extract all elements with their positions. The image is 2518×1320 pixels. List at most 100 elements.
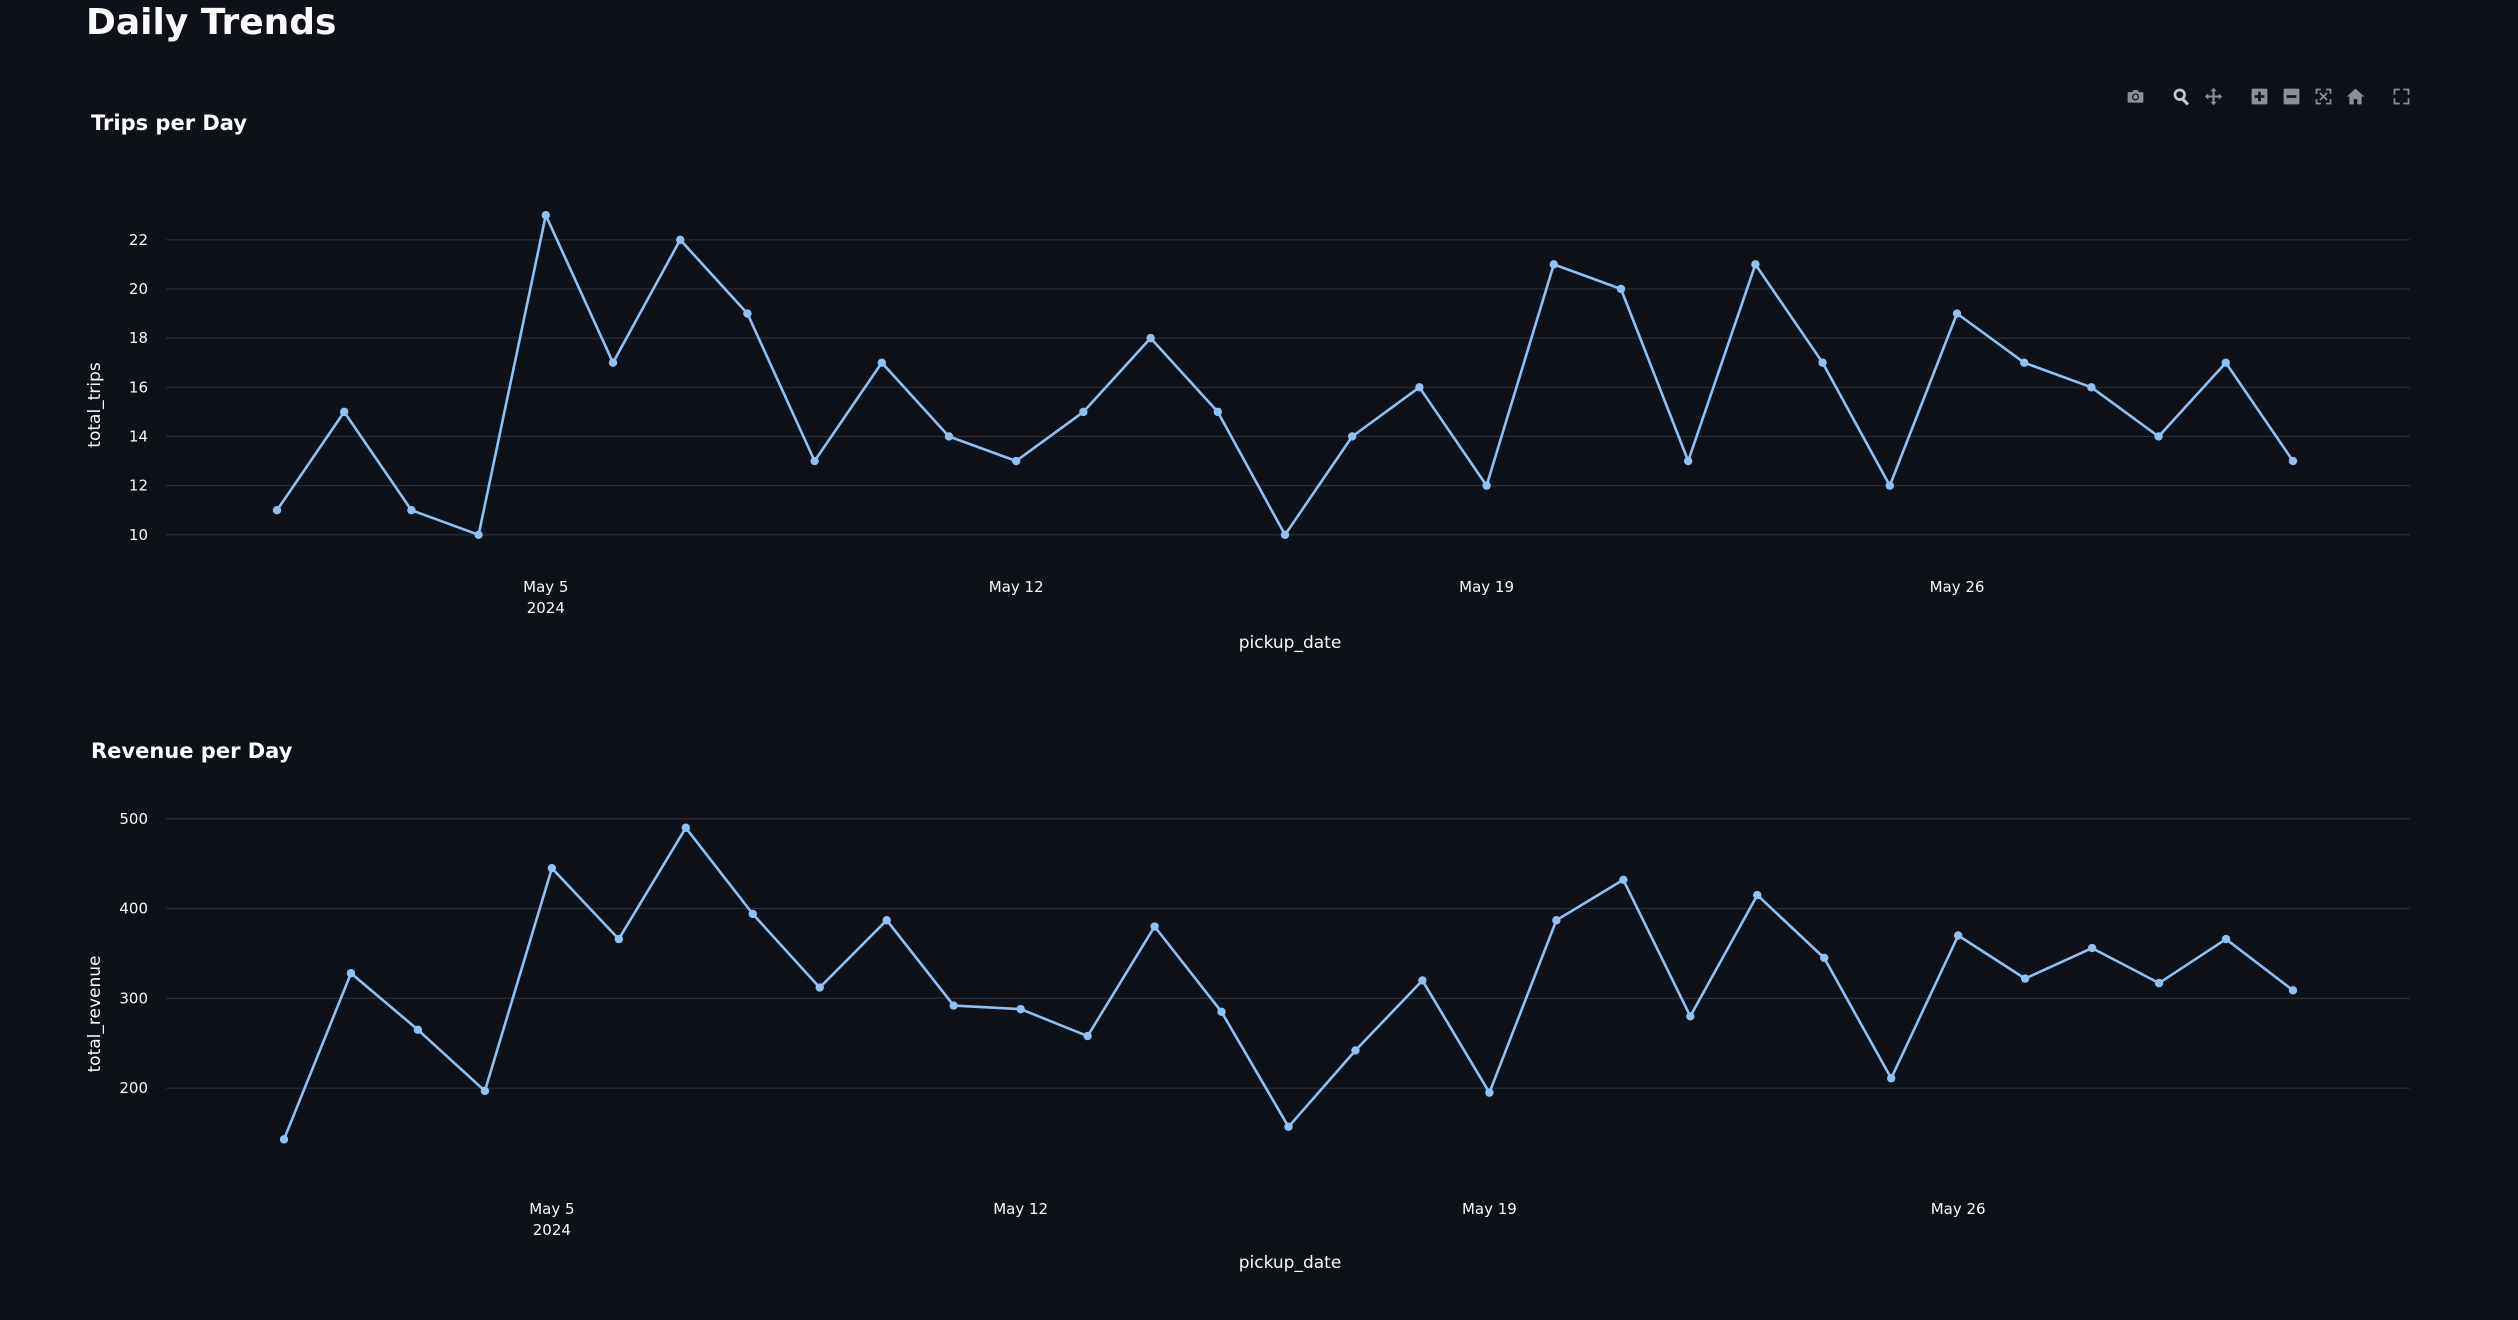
data-point	[1820, 953, 1829, 963]
data-point	[810, 456, 819, 466]
fullscreen-button[interactable]	[2388, 83, 2414, 109]
fullscreen-icon	[2393, 88, 2409, 104]
zoom-in-icon	[2251, 88, 2267, 104]
zoom-out-icon	[2283, 88, 2299, 104]
trips-per-day-chart: Trips per Day 10 12 14 16 18 20 22 May 5 2024 May …	[85, 111, 2410, 653]
data-point	[480, 1086, 490, 1096]
data-point	[1079, 407, 1088, 417]
y-tick-label: 22	[129, 231, 148, 249]
autoscale-button[interactable]	[2310, 83, 2336, 109]
data-point	[547, 863, 557, 873]
pan-button[interactable]	[2200, 83, 2226, 109]
x-axis-label: pickup_date	[1239, 633, 1342, 653]
data-point	[2221, 358, 2230, 367]
y-tick-label: 300	[119, 989, 148, 1007]
data-point	[474, 530, 483, 539]
reset-axes-icon	[2346, 88, 2364, 104]
data-point	[1146, 333, 1155, 343]
data-point	[1213, 407, 1223, 417]
reset-axes-button[interactable]	[2342, 83, 2368, 109]
y-tick-label: 18	[129, 329, 148, 347]
y-axis-label: total_revenue	[85, 956, 105, 1073]
x-tick-label: May 26	[1931, 1200, 1986, 1218]
data-point	[1751, 260, 1760, 269]
chart-modebar	[2122, 83, 2420, 109]
data-point	[1217, 1007, 1226, 1017]
data-point	[1415, 383, 1424, 392]
x-tick-label: May 12	[989, 578, 1044, 596]
data-point	[1482, 481, 1491, 490]
x-tick-label: May 5	[529, 1200, 574, 1218]
y-tick-label: 500	[119, 810, 148, 828]
data-point	[1684, 456, 1693, 466]
data-point	[1418, 976, 1427, 985]
pan-icon	[2204, 87, 2222, 105]
data-point	[1150, 922, 1159, 931]
data-point	[2288, 456, 2298, 466]
x-axis-label: pickup_date	[1239, 1253, 1342, 1273]
data-point	[1753, 890, 1762, 900]
data-point	[748, 909, 757, 919]
data-point	[2020, 974, 2030, 983]
data-point	[1552, 916, 1561, 925]
data-point	[1351, 1046, 1360, 1055]
data-point	[944, 432, 954, 441]
data-point	[1887, 1074, 1896, 1083]
camera-icon	[2127, 89, 2143, 103]
data-point	[340, 407, 349, 417]
data-point	[346, 969, 356, 978]
data-point	[1619, 875, 1628, 885]
revenue-per-day-chart: Revenue per Day 200 300 400 500 May 5 2024 May …	[85, 739, 2410, 1273]
series-line	[275, 213, 2295, 537]
data-point	[1012, 456, 1021, 466]
data-point	[413, 1025, 423, 1034]
data-point	[407, 506, 416, 515]
data-point	[2020, 358, 2029, 367]
data-point	[877, 358, 886, 367]
data-point	[815, 983, 824, 992]
data-point	[743, 309, 752, 318]
x-tick-label: May 19	[1459, 578, 1514, 596]
download-plot-button[interactable]	[2122, 83, 2148, 109]
chart-title: Trips per Day	[91, 111, 247, 135]
data-point	[1016, 1004, 1025, 1014]
data-point	[1348, 432, 1357, 441]
y-tick-label: 20	[129, 280, 148, 298]
data-point	[676, 235, 685, 244]
data-point	[949, 1001, 958, 1010]
y-tick-label: 400	[119, 900, 148, 918]
page-title: Daily Trends	[86, 2, 337, 43]
zoom-in-button[interactable]	[2246, 83, 2272, 109]
x-tick-label: May 12	[993, 1200, 1048, 1218]
zoom-out-button[interactable]	[2278, 83, 2304, 109]
data-point	[541, 211, 550, 220]
chart-title: Revenue per Day	[91, 739, 293, 763]
x-tick-label: May 5	[523, 578, 568, 596]
y-tick-label: 200	[119, 1079, 148, 1097]
data-point	[2154, 978, 2164, 988]
y-tick-label: 16	[129, 378, 148, 396]
data-point	[2221, 934, 2231, 944]
data-point	[2154, 432, 2163, 441]
x-tick-label: May 19	[1462, 1200, 1517, 1218]
y-tick-label: 14	[129, 427, 148, 445]
x-tick-label: May 26	[1930, 578, 1985, 596]
zoom-button[interactable]	[2168, 83, 2194, 109]
data-point	[1485, 1088, 1494, 1097]
data-point	[614, 934, 624, 944]
y-axis-label: total_trips	[85, 362, 105, 448]
data-point	[1686, 1012, 1695, 1021]
data-point	[2087, 943, 2097, 953]
data-point	[272, 506, 282, 515]
series-line	[282, 826, 2294, 1140]
y-tick-label: 10	[129, 526, 148, 544]
data-point	[608, 358, 618, 367]
data-point	[1280, 530, 1290, 539]
data-point	[1953, 931, 1963, 940]
zoom-icon	[2173, 88, 2189, 105]
data-point	[2288, 986, 2298, 995]
data-point	[882, 916, 891, 925]
data-point	[1818, 358, 1827, 367]
data-point	[1549, 260, 1559, 269]
x-tick-sublabel: 2024	[527, 599, 565, 617]
